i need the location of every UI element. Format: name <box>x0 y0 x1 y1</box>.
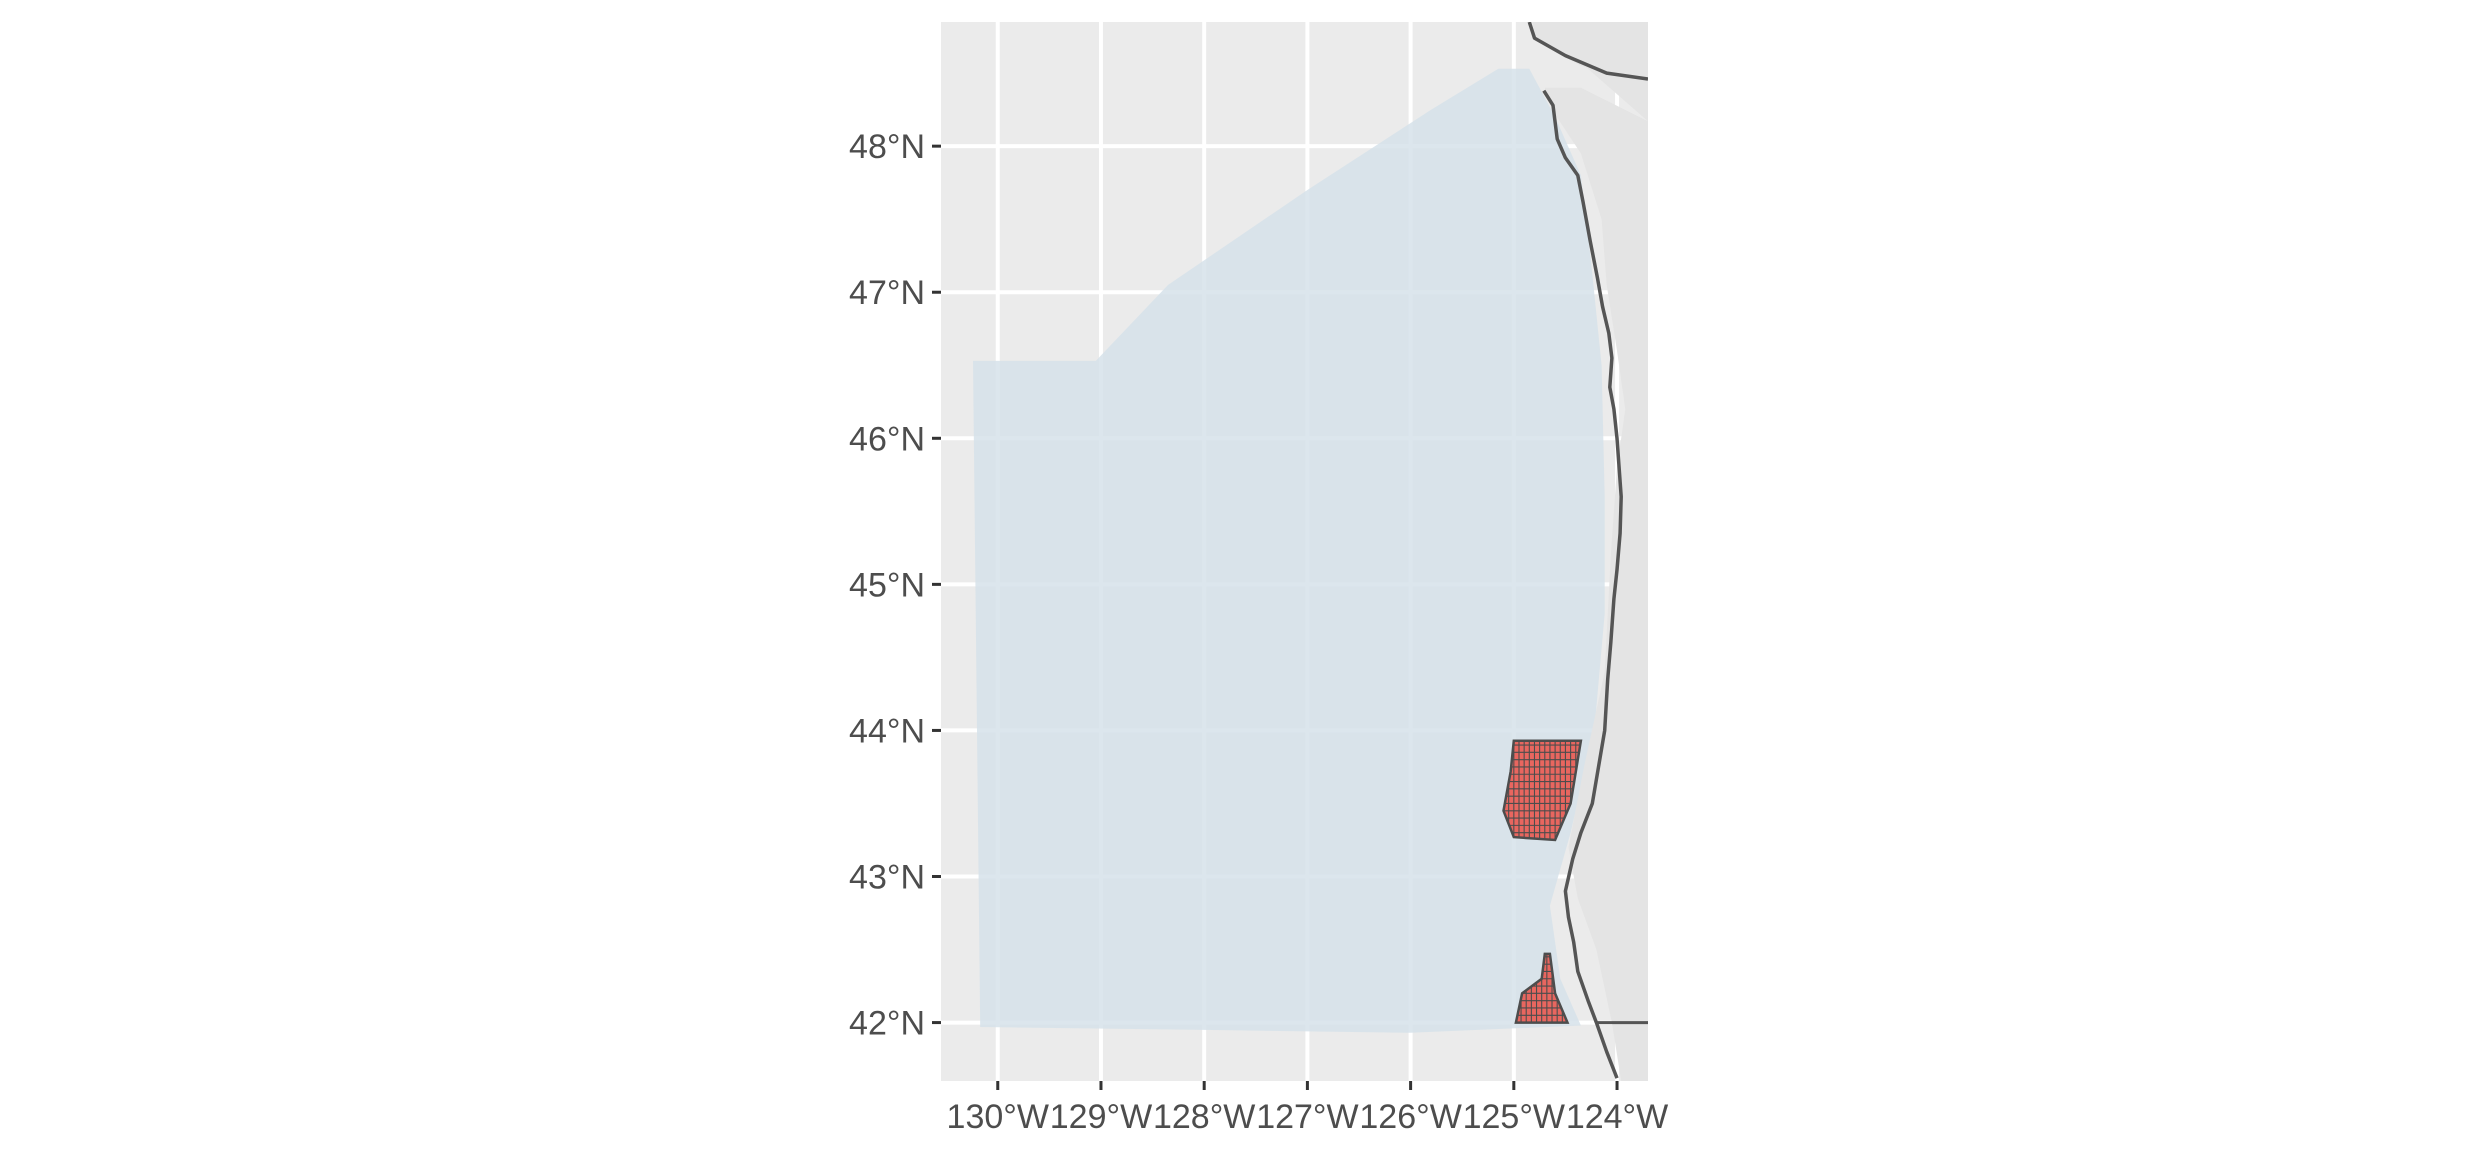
land-polygon <box>1534 22 1648 1081</box>
y-tick-label: 43°N <box>849 859 925 897</box>
y-tick-label: 45°N <box>849 566 925 604</box>
y-tick-label: 42°N <box>849 1005 925 1043</box>
x-tick-label: 128°W <box>1153 1098 1255 1136</box>
study-area-polygon <box>973 68 1605 1033</box>
y-axis: 48°N 47°N 46°N 45°N 44°N 43°N 42°N <box>849 128 941 1043</box>
x-tick-label: 127°W <box>1256 1098 1358 1136</box>
grid-block-outline <box>1502 739 1583 842</box>
y-tick-label: 47°N <box>849 274 925 312</box>
x-tick-label: 130°W <box>947 1098 1049 1136</box>
x-axis: 130°W 129°W 128°W 127°W 126°W 125°W 124°W <box>947 1081 1668 1136</box>
vancouver-island-polygon <box>1532 22 1648 88</box>
x-tick-label: 124°W <box>1566 1098 1668 1136</box>
y-tick-label: 48°N <box>849 128 925 166</box>
grid-block-outline <box>1514 952 1570 1024</box>
y-tick-label: 44°N <box>849 712 925 750</box>
x-tick-label: 126°W <box>1359 1098 1461 1136</box>
northern-coastline <box>1527 22 1648 81</box>
x-tick-label: 125°W <box>1463 1098 1565 1136</box>
y-tick-label: 46°N <box>849 420 925 458</box>
coastline <box>1542 89 1623 1079</box>
map-panel <box>941 22 1648 1081</box>
x-tick-label: 129°W <box>1050 1098 1152 1136</box>
